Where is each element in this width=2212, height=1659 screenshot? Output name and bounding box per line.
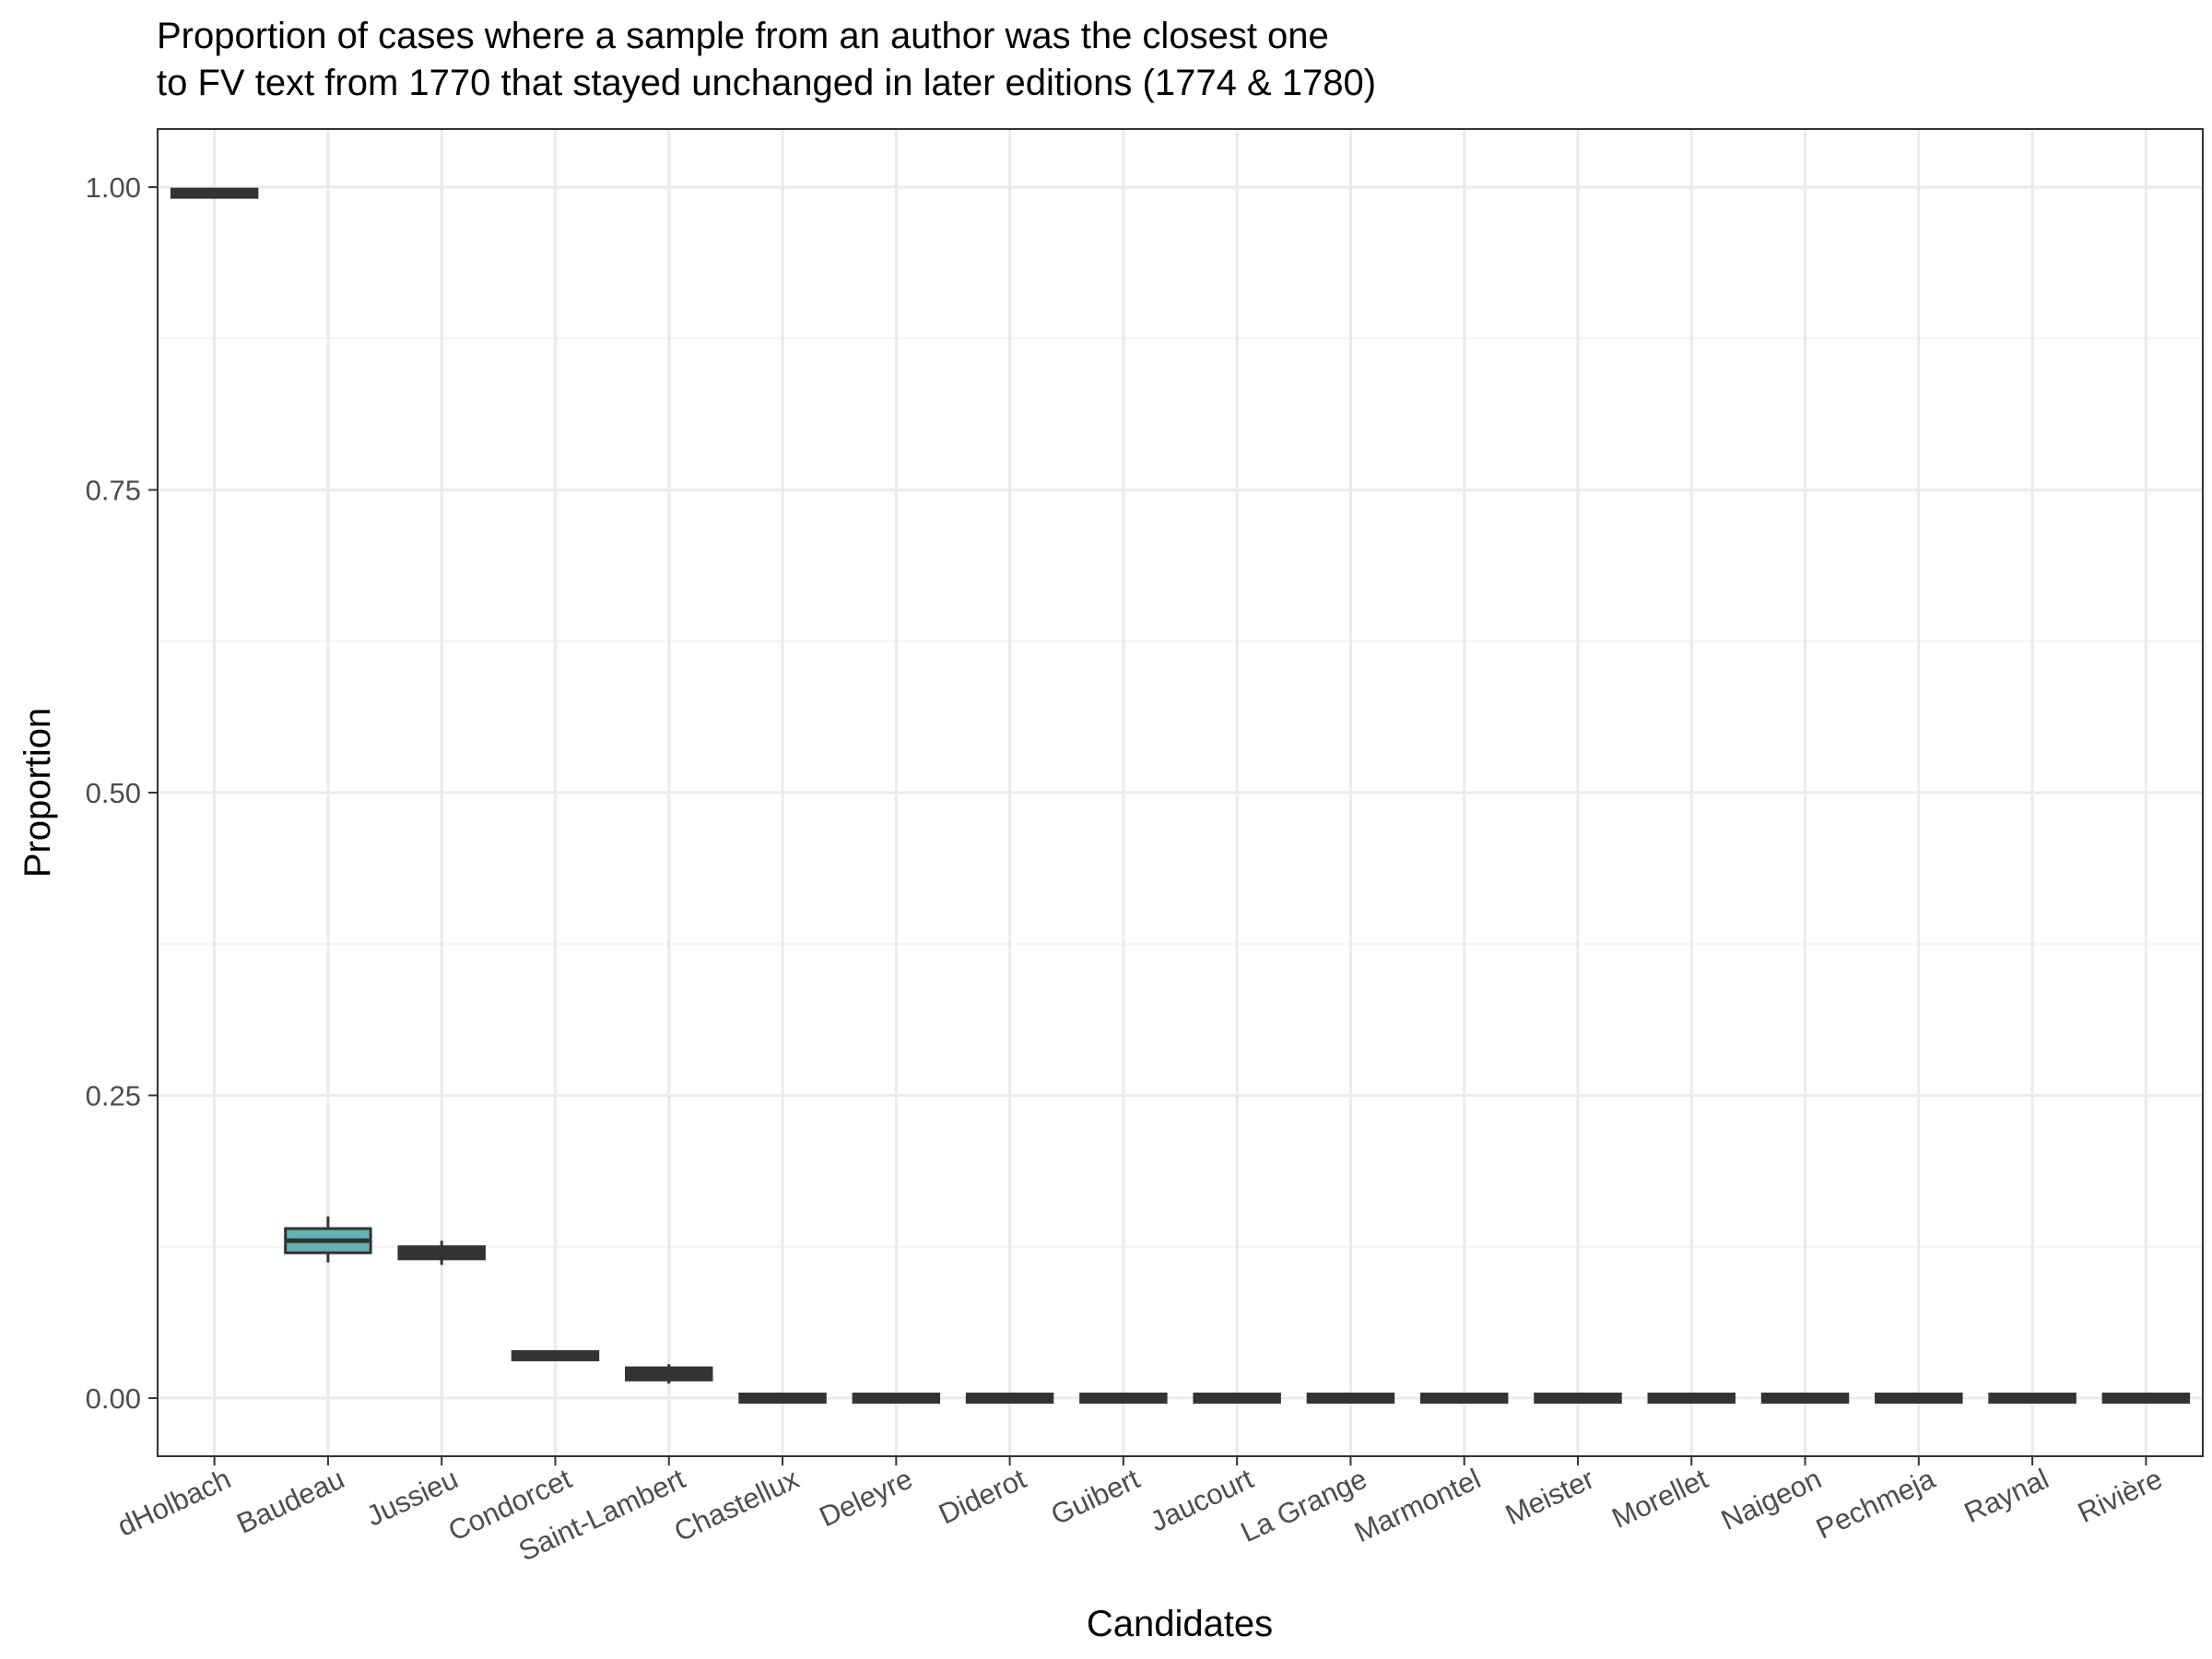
- x-tick-label: Naigeon: [1716, 1463, 1826, 1537]
- box-Raynal: [1988, 1392, 2077, 1404]
- x-tick-label: dHolbach: [112, 1463, 236, 1543]
- x-tick-label: Baudeau: [232, 1463, 349, 1540]
- box-Pechmeja: [1875, 1392, 1963, 1404]
- box-Guibert: [1079, 1392, 1168, 1404]
- x-tick-label: La Grange: [1236, 1463, 1372, 1549]
- y-tick-label: 0.50: [86, 777, 141, 809]
- box-Jussieu: [397, 1241, 486, 1265]
- chart-title-line-2: to FV text from 1770 that stayed unchang…: [157, 63, 1376, 103]
- box-Naigeon: [1760, 1392, 1850, 1404]
- x-tick-label: Meister: [1500, 1463, 1599, 1532]
- box-Chastellux: [738, 1392, 827, 1404]
- x-tick-label: Raynal: [1959, 1463, 2053, 1530]
- box-Condorcet: [511, 1349, 600, 1361]
- boxes: [170, 187, 2191, 1404]
- box-dHolbach: [170, 187, 259, 199]
- y-tick-label: 0.00: [86, 1382, 141, 1415]
- box-Deleyre: [852, 1392, 941, 1404]
- x-tick-label: Morellet: [1606, 1462, 1712, 1534]
- x-tick-label: Deleyre: [815, 1463, 918, 1534]
- y-axis-title: Proportion: [18, 708, 58, 878]
- box-Meister: [1534, 1392, 1622, 1404]
- box-Rivière: [2101, 1392, 2191, 1404]
- box-Diderot: [965, 1392, 1054, 1404]
- box-Marmontel: [1419, 1392, 1509, 1404]
- y-tick-label: 1.00: [86, 171, 141, 204]
- x-axis-title: Candidates: [1087, 1604, 1273, 1644]
- box-La Grange: [1306, 1392, 1395, 1404]
- y-tick-label: 0.75: [86, 475, 141, 507]
- box-Morellet: [1647, 1392, 1735, 1404]
- box-Baudeau: [284, 1216, 372, 1263]
- chart-title-line-1: Proportion of cases where a sample from …: [157, 16, 1329, 56]
- box-Jaucourt: [1193, 1392, 1281, 1404]
- grid: [158, 129, 2203, 1456]
- y-axis: 0.00 0.25 0.50 0.75 1.00: [86, 171, 158, 1415]
- y-tick-label: 0.25: [86, 1079, 141, 1112]
- x-tick-label: Chastellux: [669, 1462, 804, 1547]
- box-Saint-Lambert: [625, 1364, 713, 1384]
- x-tick-label: Guibert: [1046, 1462, 1145, 1531]
- x-tick-label: Pechmeja: [1811, 1462, 1940, 1545]
- x-tick-label: Marmontel: [1349, 1463, 1486, 1549]
- panel-border: [157, 128, 2204, 1457]
- x-tick-label: Rivière: [2073, 1463, 2167, 1529]
- x-tick-label: Diderot: [934, 1462, 1031, 1530]
